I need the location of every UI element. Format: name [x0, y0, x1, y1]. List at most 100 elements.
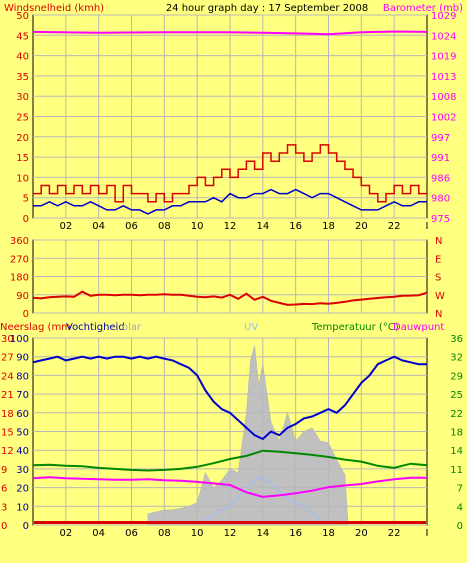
humidity-tick-label: 60 — [16, 409, 29, 420]
humidity-axis-title: Vochtigheid — [66, 322, 125, 333]
wind-speed-tick-label: 50 — [16, 11, 29, 22]
x-tick-label: 06 — [125, 528, 138, 539]
compass-label: N — [435, 236, 442, 247]
direction-tick-label: 90 — [16, 291, 29, 302]
barometer-tick-label: 1013 — [431, 72, 456, 83]
x-tick-label: 02 — [59, 528, 72, 539]
wind-speed-tick-label: 15 — [16, 153, 29, 164]
direction-tick-label: 270 — [10, 254, 29, 265]
barometer-tick-label: 1029 — [431, 11, 456, 22]
humidity-x-tick-labels: 02 04 06 08 10 12 14 16 18 20 22 I — [59, 528, 428, 539]
humidity-tick-label: 80 — [16, 371, 29, 382]
solar-radiation-area — [147, 345, 349, 526]
wind-speed-tick-label: 40 — [16, 52, 29, 63]
rain-tick-label: 12 — [1, 446, 14, 457]
rain-tick-label: 30 — [1, 334, 14, 345]
humidity-tick-label: 20 — [16, 484, 29, 495]
graph-title: 24 hour graph day : 17 September 2008 — [166, 3, 368, 14]
direction-degree-labels: 0 90 180 270 360 — [10, 236, 29, 320]
x-tick-label: 04 — [92, 528, 105, 539]
wind-direction-line — [32, 290, 428, 306]
x-tick-label: 08 — [158, 528, 171, 539]
x-tick-label: I — [426, 221, 429, 232]
rain-tick-label: 24 — [1, 371, 14, 382]
humidity-tick-label: 30 — [16, 465, 29, 476]
wind-speed-tick-label: 30 — [16, 92, 29, 103]
wind-speed-axis-title: Windsnelheid (kmh) — [4, 3, 104, 14]
barometer-axis-title: Barometer (mb) — [383, 3, 463, 14]
x-tick-label: 04 — [92, 221, 105, 232]
humidity-tick-label: 90 — [16, 353, 29, 364]
temperature-tick-label: 25 — [450, 390, 463, 401]
temperature-tick-label: 0 — [457, 521, 463, 532]
rain-tick-label: 3 — [1, 502, 7, 513]
temperature-tick-labels: 0 4 7 11 14 18 22 25 29 32 36 — [450, 334, 463, 532]
temperature-tick-label: 29 — [450, 371, 463, 382]
wind-speed-tick-label: 20 — [16, 133, 29, 144]
humidity-line — [32, 355, 427, 441]
barometer-tick-label: 1019 — [431, 52, 456, 63]
temperature-tick-label: 22 — [450, 409, 463, 420]
humidity-tick-label: 100 — [10, 334, 29, 345]
x-tick-label: 16 — [289, 221, 302, 232]
wind-speed-tick-label: 5 — [23, 194, 29, 205]
humidity-tick-label: 0 — [23, 521, 29, 532]
barometer-line — [32, 30, 428, 36]
x-tick-label: 02 — [59, 221, 72, 232]
x-tick-label: 08 — [158, 221, 171, 232]
x-tick-label: 20 — [355, 528, 368, 539]
humidity-temperature-panel: Neerslag (mm Vochtigheid olar UV Tempera… — [0, 322, 463, 539]
barometer-tick-label: 997 — [431, 133, 450, 144]
solar-axis-title: olar — [122, 322, 142, 333]
direction-tick-label: 180 — [10, 273, 29, 284]
temperature-line — [32, 449, 428, 472]
x-tick-label: 14 — [256, 221, 269, 232]
rain-axis-title: Neerslag (mm — [0, 322, 71, 333]
rain-tick-labels: 0 3 6 9 12 15 18 21 24 27 30 — [1, 334, 14, 532]
wind-speed-tick-label: 0 — [23, 214, 29, 225]
temperature-tick-label: 7 — [457, 484, 463, 495]
rain-tick-label: 15 — [1, 428, 14, 439]
x-tick-label: 12 — [224, 221, 237, 232]
barometer-tick-label: 1008 — [431, 92, 456, 103]
humidity-tick-label: 10 — [16, 502, 29, 513]
wind-speed-tick-label: 10 — [16, 173, 29, 184]
compass-label: E — [435, 254, 441, 265]
x-tick-label: 18 — [322, 221, 335, 232]
x-tick-label: 20 — [355, 221, 368, 232]
barometer-tick-label: 986 — [431, 173, 450, 184]
x-tick-label: 10 — [191, 528, 204, 539]
direction-tick-label: 0 — [23, 309, 29, 320]
x-tick-label: 14 — [256, 528, 269, 539]
dewpoint-axis-title: Dauwpunt — [393, 322, 444, 333]
rain-tick-label: 0 — [1, 521, 7, 532]
wind-x-tick-labels: 02 04 06 08 10 12 14 16 18 20 22 I — [59, 221, 428, 232]
x-tick-label: 22 — [388, 528, 401, 539]
rain-tick-label: 18 — [1, 409, 14, 420]
rain-tick-label: 27 — [1, 353, 14, 364]
x-tick-label: 12 — [224, 528, 237, 539]
compass-label: N — [435, 309, 442, 320]
temperature-tick-label: 36 — [450, 334, 463, 345]
rain-bar — [34, 521, 426, 524]
barometer-tick-labels: 975 980 986 991 997 1002 1008 1013 1019 1024 1029 — [431, 11, 456, 225]
wind-gust-line — [33, 144, 427, 203]
humidity-tick-label: 40 — [16, 446, 29, 457]
x-tick-label: 06 — [125, 221, 138, 232]
temperature-tick-label: 4 — [457, 502, 463, 513]
x-tick-label: 10 — [191, 221, 204, 232]
barometer-tick-label: 991 — [431, 153, 450, 164]
barometer-tick-label: 975 — [431, 214, 450, 225]
x-tick-label: 18 — [322, 528, 335, 539]
temperature-tick-label: 11 — [450, 465, 463, 476]
humidity-tick-label: 70 — [16, 390, 29, 401]
temperature-tick-label: 14 — [450, 446, 463, 457]
rain-tick-label: 21 — [1, 390, 14, 401]
wind-speed-tick-labels: 0 5 10 15 20 25 30 35 40 45 50 — [16, 11, 29, 225]
wind-average-line — [33, 188, 427, 215]
temperature-tick-label: 18 — [450, 428, 463, 439]
